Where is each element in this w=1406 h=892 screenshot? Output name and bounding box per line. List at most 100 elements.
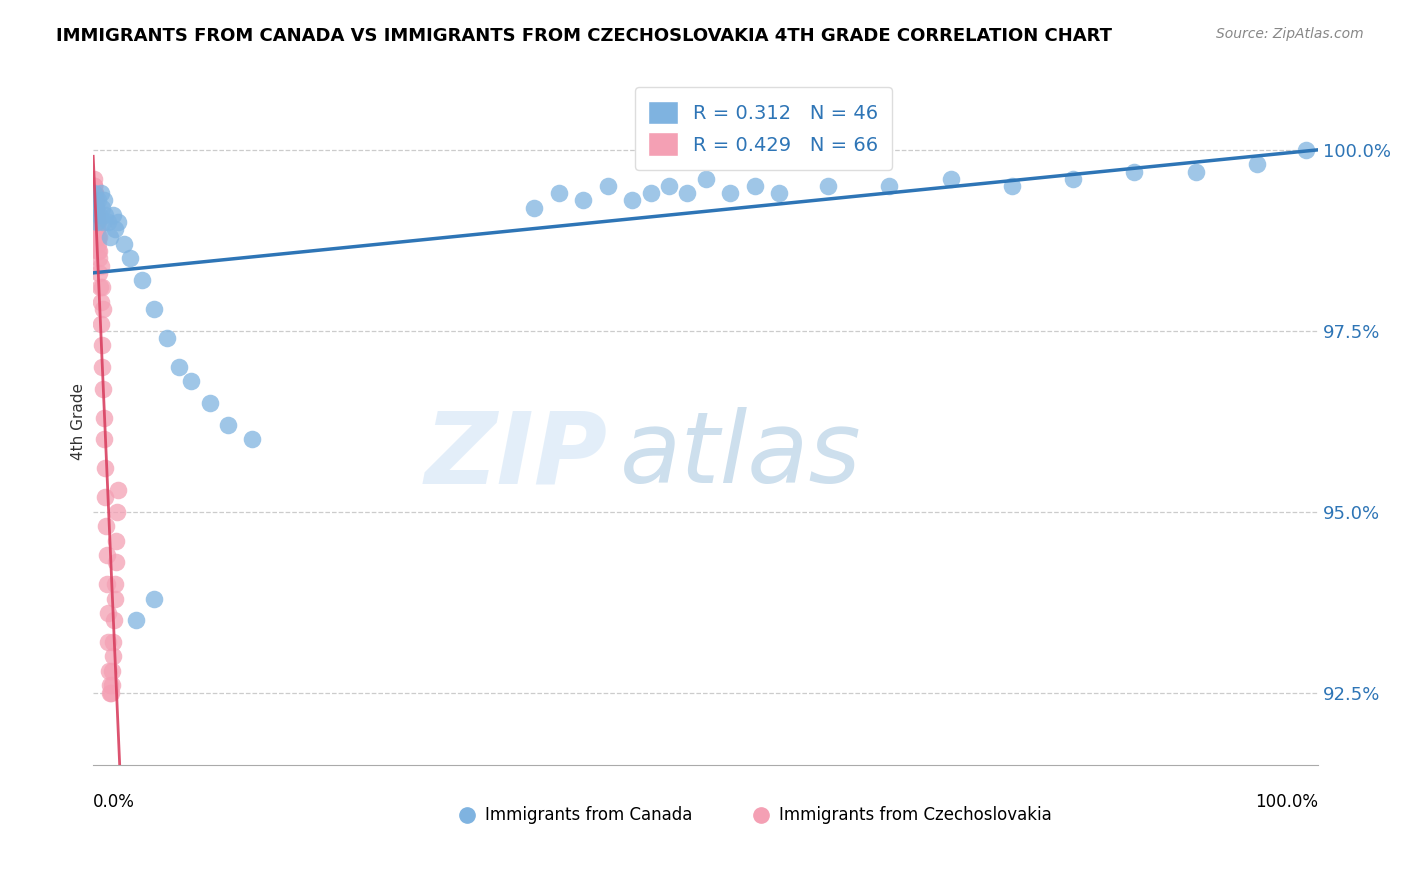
- Point: [87, 229, 110, 244]
- Point: [104, 591, 127, 606]
- Point: [86, 222, 108, 236]
- Point: [676, 186, 699, 201]
- Point: [83, 186, 105, 201]
- Point: [939, 171, 962, 186]
- Point: [107, 483, 129, 497]
- Point: [83, 186, 105, 201]
- Point: [118, 252, 141, 266]
- Point: [83, 179, 105, 194]
- Point: [84, 201, 107, 215]
- Point: [94, 208, 117, 222]
- Point: [84, 201, 107, 215]
- Point: [86, 215, 108, 229]
- Point: [91, 215, 114, 229]
- Point: [744, 179, 766, 194]
- Point: [96, 577, 118, 591]
- Point: [90, 201, 112, 215]
- Point: [103, 635, 125, 649]
- Point: [105, 533, 128, 548]
- Point: [100, 686, 122, 700]
- Text: IMMIGRANTS FROM CANADA VS IMMIGRANTS FROM CZECHOSLOVAKIA 4TH GRADE CORRELATION C: IMMIGRANTS FROM CANADA VS IMMIGRANTS FRO…: [56, 27, 1112, 45]
- Point: [97, 606, 120, 620]
- Point: [96, 548, 118, 562]
- Point: [125, 613, 148, 627]
- Point: [104, 555, 127, 569]
- Point: [1295, 143, 1317, 157]
- Point: [86, 215, 108, 229]
- Point: [84, 194, 107, 208]
- Point: [83, 194, 105, 208]
- Text: Immigrants from Czechoslovakia: Immigrants from Czechoslovakia: [779, 805, 1052, 823]
- Point: [547, 186, 569, 201]
- Point: [86, 222, 108, 236]
- Text: Immigrants from Canada: Immigrants from Canada: [485, 805, 693, 823]
- Text: 100.0%: 100.0%: [1256, 792, 1319, 811]
- Point: [86, 208, 108, 222]
- Point: [112, 236, 135, 251]
- Point: [87, 229, 110, 244]
- Point: [94, 490, 117, 504]
- Point: [1001, 179, 1024, 194]
- Point: [143, 591, 166, 606]
- Point: [621, 194, 644, 208]
- Point: [89, 244, 111, 259]
- Point: [90, 186, 112, 201]
- Point: [90, 259, 112, 273]
- Point: [93, 410, 115, 425]
- Point: [93, 433, 115, 447]
- Point: [180, 375, 202, 389]
- Point: [87, 244, 110, 259]
- Point: [93, 194, 115, 208]
- Point: [83, 179, 105, 194]
- Point: [83, 171, 105, 186]
- Point: [1184, 164, 1206, 178]
- Point: [103, 613, 125, 627]
- Point: [87, 252, 110, 266]
- Point: [596, 179, 619, 194]
- Point: [1123, 164, 1146, 178]
- Point: [242, 433, 264, 447]
- Point: [83, 186, 105, 201]
- Point: [83, 186, 105, 201]
- Point: [89, 266, 111, 280]
- Text: ZIP: ZIP: [425, 407, 607, 504]
- Point: [87, 194, 110, 208]
- Point: [89, 208, 111, 222]
- Point: [98, 678, 121, 692]
- Point: [104, 577, 127, 591]
- Point: [97, 635, 120, 649]
- Point: [198, 396, 221, 410]
- Point: [86, 208, 108, 222]
- Point: [879, 179, 901, 194]
- Text: atlas: atlas: [620, 407, 862, 504]
- Point: [101, 664, 124, 678]
- Point: [84, 194, 107, 208]
- Point: [695, 171, 717, 186]
- Point: [658, 179, 681, 194]
- Y-axis label: 4th Grade: 4th Grade: [72, 383, 86, 459]
- Point: [91, 301, 114, 316]
- Point: [101, 208, 124, 222]
- Point: [572, 194, 595, 208]
- Point: [86, 215, 108, 229]
- Point: [167, 359, 190, 374]
- Point: [84, 201, 107, 215]
- Point: [817, 179, 839, 194]
- Point: [90, 317, 112, 331]
- Point: [91, 382, 114, 396]
- Point: [1246, 157, 1268, 171]
- Point: [104, 222, 127, 236]
- Point: [156, 331, 179, 345]
- Point: [768, 186, 790, 201]
- Text: Source: ZipAtlas.com: Source: ZipAtlas.com: [1216, 27, 1364, 41]
- Point: [84, 208, 107, 222]
- Point: [84, 208, 107, 222]
- Text: 0.0%: 0.0%: [93, 792, 135, 811]
- Point: [143, 301, 166, 316]
- Point: [1062, 171, 1084, 186]
- Point: [90, 280, 112, 294]
- Point: [84, 186, 107, 201]
- Point: [98, 229, 121, 244]
- Point: [91, 359, 114, 374]
- Point: [131, 273, 153, 287]
